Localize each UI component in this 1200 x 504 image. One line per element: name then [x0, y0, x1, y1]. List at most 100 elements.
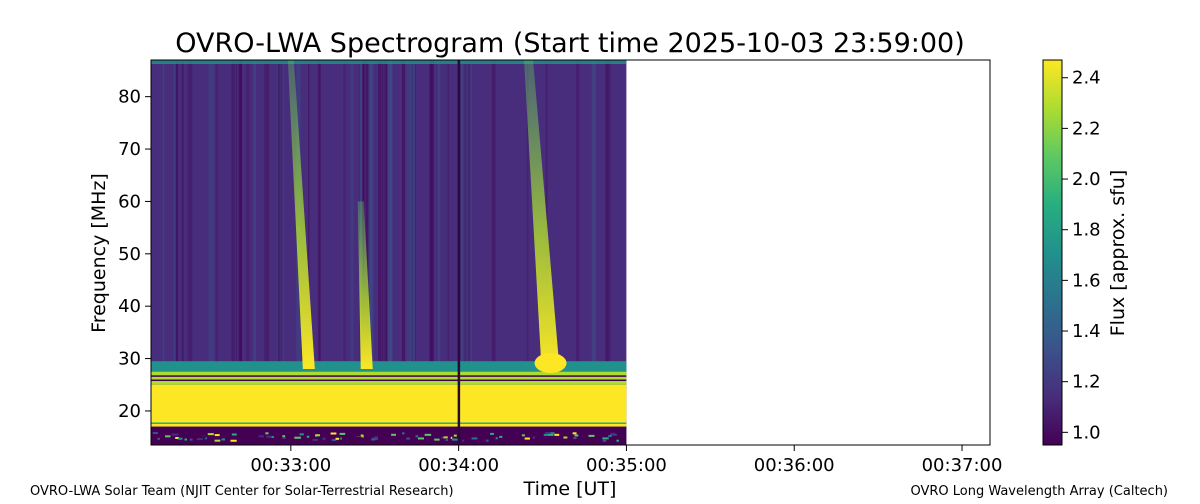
heatmap-stripe [381, 60, 384, 370]
heatmap-stripe [465, 60, 469, 370]
heatmap-low-band-speck [602, 439, 607, 442]
heatmap-low-band-speck [294, 436, 301, 439]
y-tick-label: 20 [118, 401, 141, 422]
heatmap-stripe [215, 60, 218, 370]
heatmap-stripe [447, 60, 450, 370]
colorbar-label: Flux [approx. sfu] [1107, 170, 1129, 337]
heatmap-low-band-speck [339, 432, 346, 435]
heatmap-low-band-speck [374, 436, 378, 439]
heatmap-low-band-speck [563, 436, 568, 439]
heatmap-low-band-speck [550, 432, 555, 435]
heatmap-low-band-speck [265, 432, 269, 435]
heatmap-low-band-speck [177, 437, 183, 440]
heatmap-stripe [431, 60, 434, 370]
credit-left: OVRO-LWA Solar Team (NJIT Center for Sol… [30, 484, 454, 499]
heatmap-low-band-speck [299, 433, 304, 436]
heatmap-low-band-speck [157, 437, 161, 440]
colorbar-tick-label: 1.2 [1072, 372, 1101, 393]
colorbar-tick-label: 2.2 [1072, 118, 1101, 139]
heatmap-low-band-speck [490, 432, 494, 435]
heatmap-low-band-speck [485, 439, 489, 442]
heatmap-low-band-speck [471, 437, 478, 440]
heatmap-low-band-speck [415, 435, 419, 438]
heatmap-low-band-speck [196, 438, 203, 441]
heatmap-low-band-speck [495, 437, 498, 440]
heatmap-low-band-speck [532, 436, 536, 439]
heatmap-band-26mhz [151, 371, 627, 385]
heatmap-low-band-speck [152, 432, 158, 435]
colorbar-tick-label: 2.4 [1072, 68, 1101, 89]
heatmap-stripe [410, 60, 416, 370]
heatmap-low-band-speck [151, 435, 156, 438]
heatmap-low-band-speck [331, 439, 337, 442]
heatmap-low-band-speck [451, 438, 459, 441]
heatmap-low-band-speck [271, 436, 275, 439]
colorbar-tick-label: 1.0 [1072, 422, 1101, 443]
heatmap-low-band-speck [441, 436, 444, 439]
heatmap-burst [357, 201, 373, 370]
x-tick-label: 00:35:00 [586, 455, 667, 476]
heatmap-stripe [367, 60, 372, 370]
heatmap-band-28mhz [151, 361, 627, 372]
heatmap-low-band-speck [602, 437, 609, 440]
heatmap-stripe [276, 60, 279, 370]
y-tick-label: 70 [118, 139, 141, 160]
heatmap-low-band-speck [616, 439, 619, 442]
heatmap-low-band-speck [521, 434, 525, 437]
heatmap-stripe [406, 60, 411, 370]
x-tick-label: 00:36:00 [754, 455, 835, 476]
heatmap-stripe [264, 60, 269, 370]
y-tick-label: 30 [118, 349, 141, 370]
colorbar-tick-label: 1.8 [1072, 220, 1101, 241]
heatmap-low-band-speck [175, 436, 179, 439]
heatmap-stripe [605, 60, 608, 370]
heatmap-stripe [607, 60, 611, 370]
heatmap-stripe [181, 60, 184, 370]
heatmap-low-band-speck [434, 438, 440, 441]
heatmap-low-band-speck [452, 436, 459, 439]
colorbar-tick-label: 2.0 [1072, 169, 1101, 190]
heatmap-low-band-speck [211, 434, 218, 437]
heatmap-low-band-speck [615, 432, 619, 435]
heatmap-rfi-line [151, 422, 627, 424]
heatmap-stripe [350, 60, 354, 370]
heatmap-stripe [231, 60, 233, 370]
chart-title: OVRO-LWA Spectrogram (Start time 2025-10… [175, 28, 965, 59]
heatmap-low-band-speck [184, 438, 188, 441]
heatmap-low-band-speck [171, 433, 179, 436]
heatmap-stripe [365, 60, 370, 370]
credit-right: OVRO Long Wavelength Array (Caltech) [910, 484, 1168, 499]
heatmap-low-band-speck [544, 432, 551, 435]
colorbar-tick-label: 1.4 [1072, 321, 1101, 342]
x-tick-label: 00:37:00 [922, 455, 1003, 476]
colorbar-ticks: 1.0 1.2 1.4 1.6 1.8 2.0 2.2 2.4 [1062, 68, 1101, 443]
heatmap-low-band-speck [429, 434, 435, 437]
heatmap-stripe [389, 60, 393, 370]
heatmap-stripe [378, 60, 381, 370]
heatmap-low-band-speck [424, 433, 432, 436]
heatmap-stripe [232, 60, 237, 370]
heatmap-saturated-band [151, 384, 627, 427]
heatmap-stripe [576, 60, 580, 370]
heatmap-low-band-speck [266, 435, 272, 438]
heatmap-stripe [470, 60, 473, 370]
heatmap-low-band-speck [282, 435, 286, 438]
heatmap-low-band-speck [214, 439, 221, 442]
heatmap-stripe [234, 60, 236, 370]
y-axis: 20 30 40 50 60 70 80 [118, 87, 151, 422]
heatmap-stripe [253, 60, 256, 370]
heatmap-stripe [210, 60, 215, 370]
heatmap-low-band-speck [200, 436, 206, 439]
heatmap-low-band-speck [230, 439, 237, 442]
heatmap-stripe [368, 60, 374, 370]
heatmap-stripe [175, 60, 179, 370]
heatmap-stripe [463, 60, 465, 370]
x-axis-label: Time [UT] [523, 478, 617, 500]
heatmap-stripe [318, 60, 321, 370]
heatmap-stripe [279, 60, 284, 370]
heatmap-stripe [384, 60, 388, 370]
colorbar [1042, 59, 1063, 446]
heatmap-stripe [429, 60, 433, 370]
heatmap-stripe [277, 60, 283, 370]
heatmap-low-band-speck [258, 435, 264, 438]
